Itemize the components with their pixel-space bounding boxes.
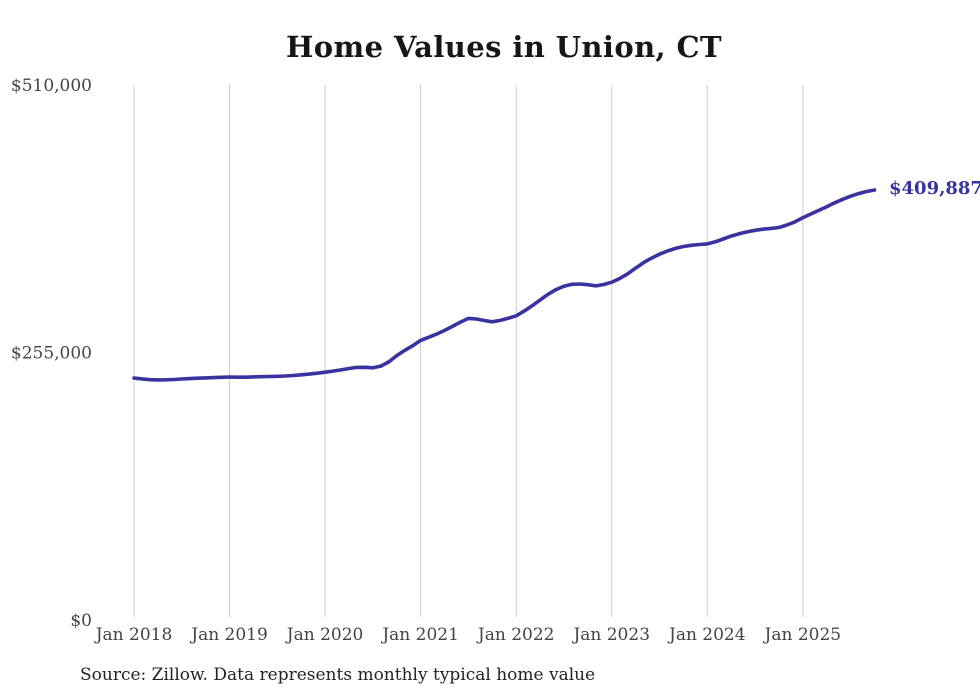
x-tick-label: Jan 2022 bbox=[476, 625, 555, 645]
x-tick-label: Jan 2019 bbox=[189, 625, 268, 645]
home-value-line bbox=[132, 188, 877, 382]
final-value-label: $409,887 bbox=[889, 178, 980, 199]
source-note: Source: Zillow. Data represents monthly … bbox=[80, 665, 596, 685]
x-tick-label: Jan 2024 bbox=[667, 625, 746, 645]
x-tick-label: Jan 2020 bbox=[285, 625, 364, 645]
chart-title: Home Values in Union, CT bbox=[285, 30, 723, 64]
x-tick-label: Jan 2023 bbox=[571, 625, 650, 645]
x-tick-label: Jan 2018 bbox=[94, 625, 173, 645]
y-tick-label: $510,000 bbox=[11, 76, 92, 96]
x-tick-label: Jan 2025 bbox=[763, 625, 842, 645]
y-tick-label: $255,000 bbox=[11, 344, 92, 364]
y-tick-label: $0 bbox=[70, 611, 92, 631]
x-tick-label: Jan 2021 bbox=[380, 625, 459, 645]
